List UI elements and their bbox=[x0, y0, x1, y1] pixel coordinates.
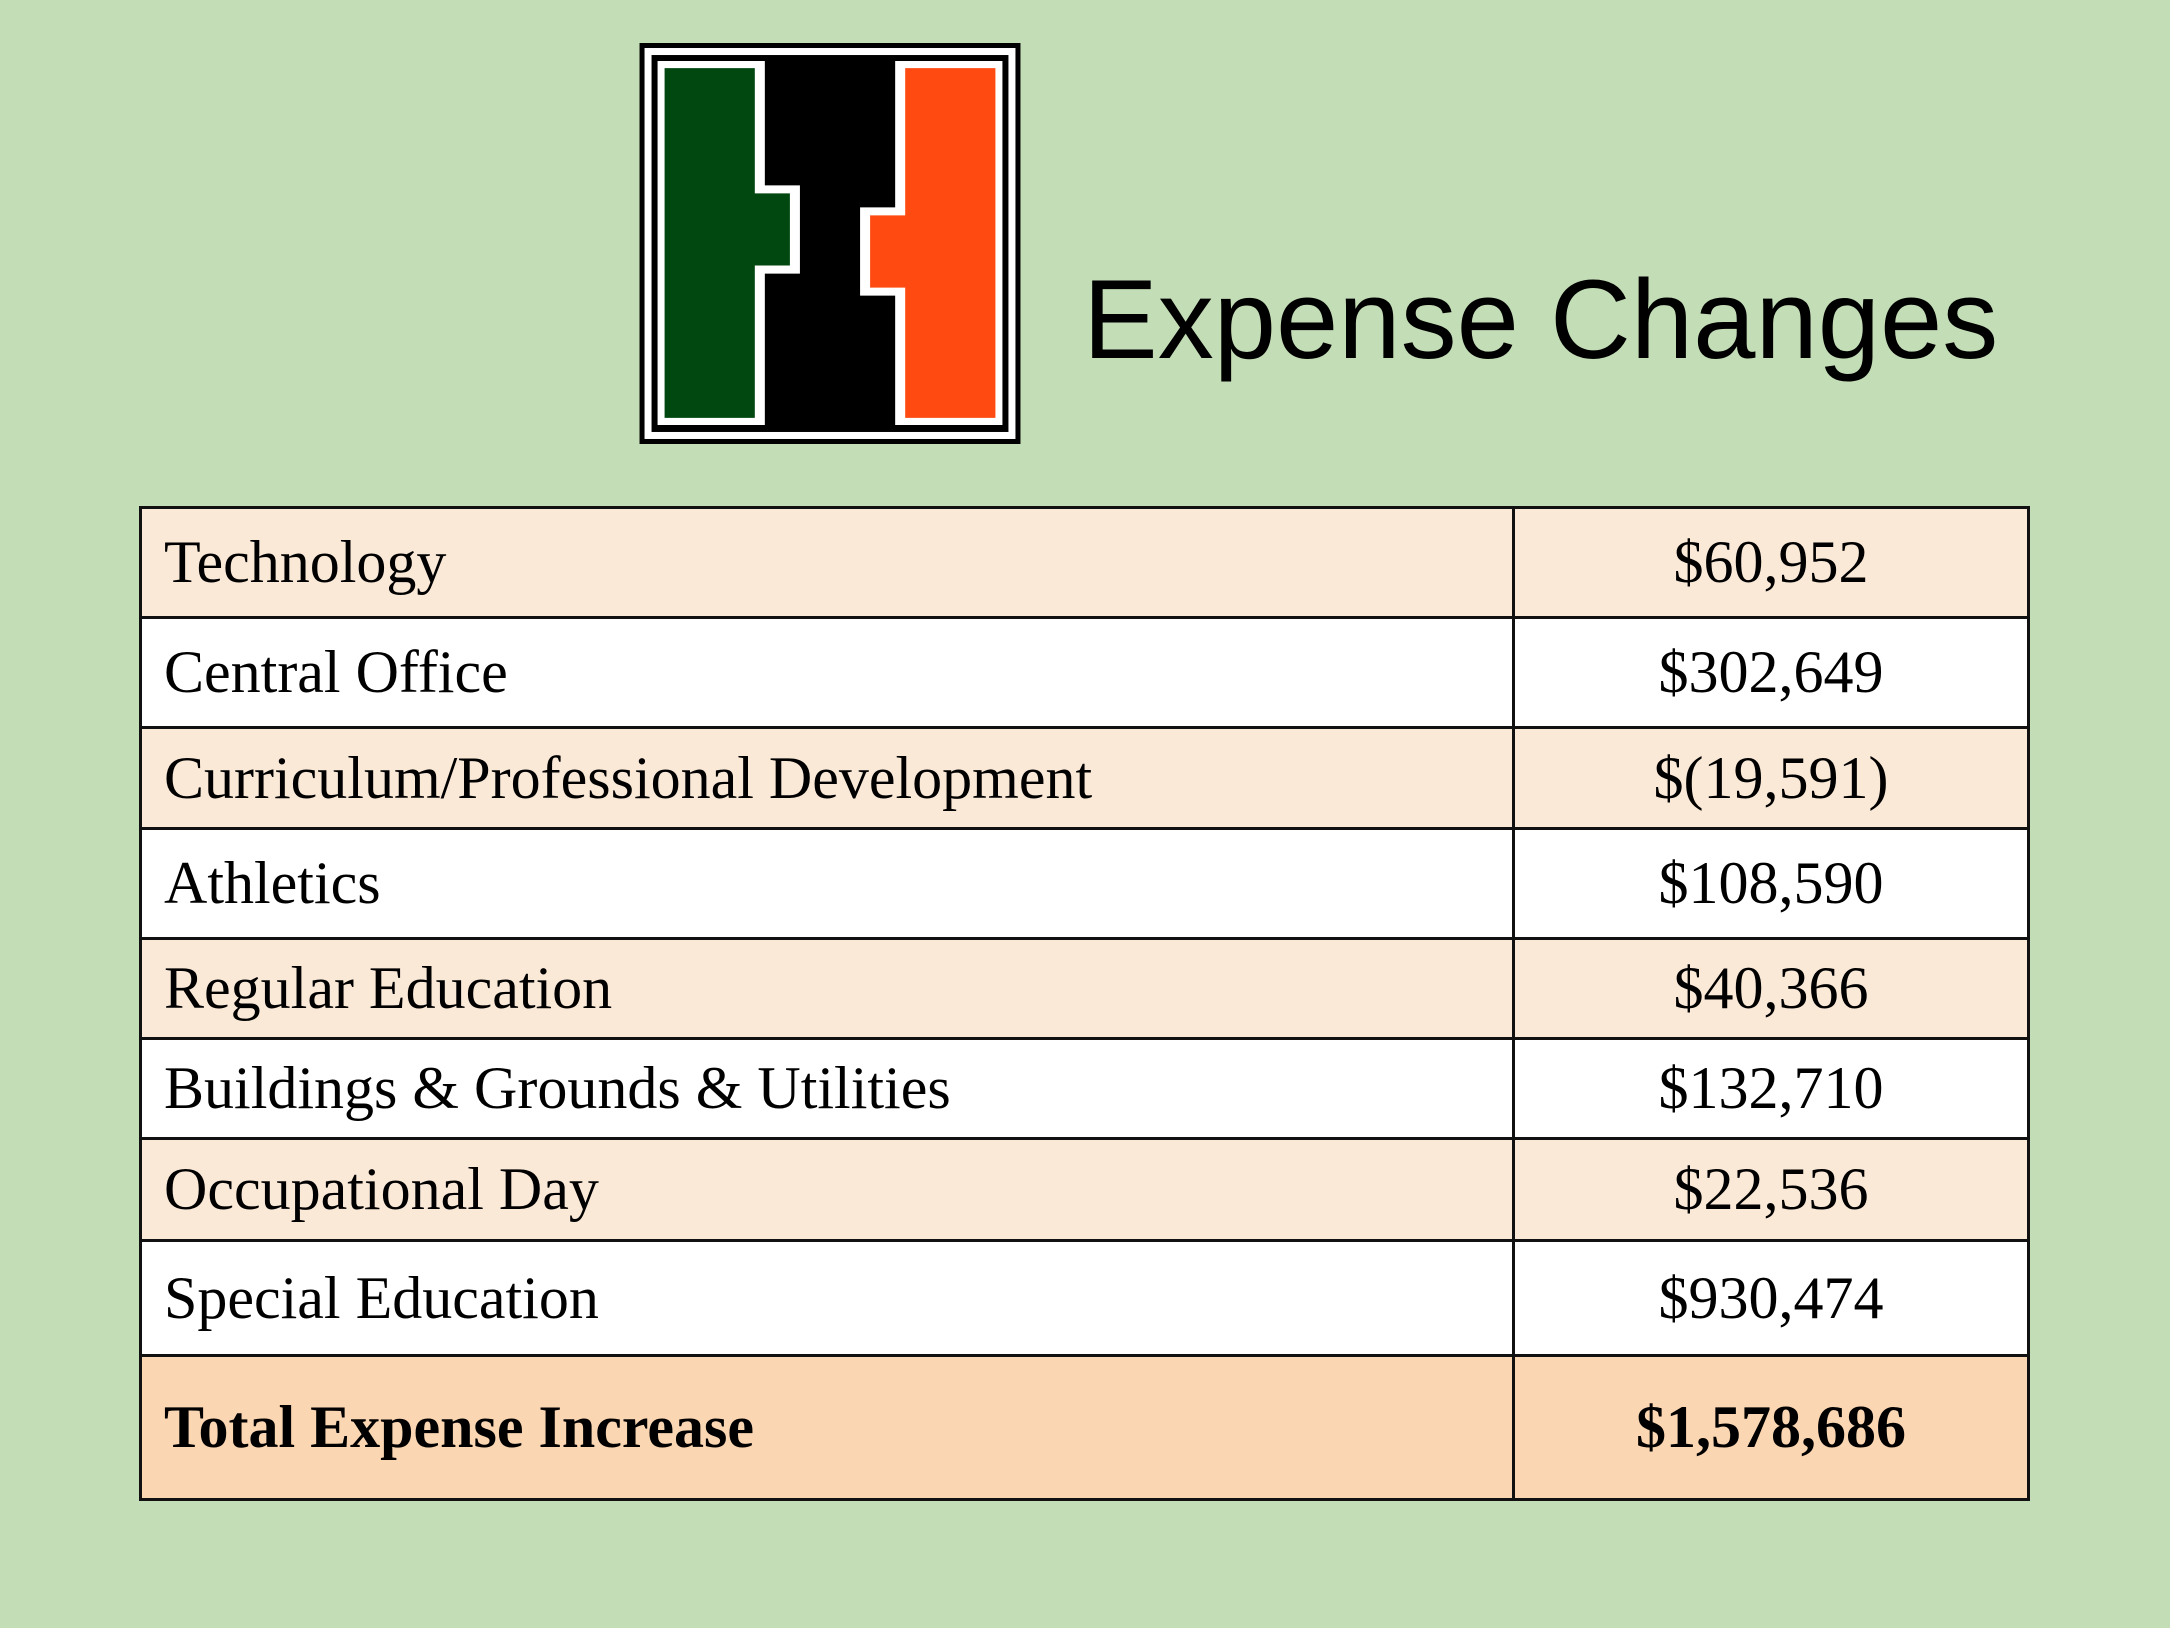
table-row: Athletics $108,590 bbox=[139, 827, 2030, 940]
table-row: Curriculum/Professional Development $(19… bbox=[139, 726, 2030, 830]
row-label: Regular Education bbox=[139, 937, 1515, 1040]
slide-title: Expense Changes bbox=[1083, 257, 1999, 382]
row-amount: $22,536 bbox=[1512, 1137, 2030, 1242]
total-row: Total Expense Increase $1,578,686 bbox=[139, 1354, 2030, 1501]
row-label: Curriculum/Professional Development bbox=[139, 726, 1515, 830]
table-row: Regular Education $40,366 bbox=[139, 937, 2030, 1040]
row-label: Buildings & Grounds & Utilities bbox=[139, 1037, 1515, 1140]
row-amount: $930,474 bbox=[1512, 1239, 2030, 1357]
total-amount: $1,578,686 bbox=[1512, 1354, 2030, 1501]
school-logo bbox=[639, 43, 1021, 444]
expense-table: Technology $60,952 Central Office $302,6… bbox=[139, 506, 2030, 1501]
row-amount: $108,590 bbox=[1512, 827, 2030, 940]
school-h-logo-icon bbox=[639, 43, 1021, 444]
row-label: Technology bbox=[139, 506, 1515, 619]
total-label: Total Expense Increase bbox=[139, 1354, 1515, 1501]
table-row: Technology $60,952 bbox=[139, 506, 2030, 619]
row-label: Occupational Day bbox=[139, 1137, 1515, 1242]
table-row: Special Education $930,474 bbox=[139, 1239, 2030, 1357]
row-amount: $302,649 bbox=[1512, 616, 2030, 729]
row-amount: $(19,591) bbox=[1512, 726, 2030, 830]
row-amount: $132,710 bbox=[1512, 1037, 2030, 1140]
row-label: Central Office bbox=[139, 616, 1515, 729]
table-row: Occupational Day $22,536 bbox=[139, 1137, 2030, 1242]
table-row: Central Office $302,649 bbox=[139, 616, 2030, 729]
row-amount: $40,366 bbox=[1512, 937, 2030, 1040]
row-amount: $60,952 bbox=[1512, 506, 2030, 619]
row-label: Special Education bbox=[139, 1239, 1515, 1357]
table-row: Buildings & Grounds & Utilities $132,710 bbox=[139, 1037, 2030, 1140]
row-label: Athletics bbox=[139, 827, 1515, 940]
